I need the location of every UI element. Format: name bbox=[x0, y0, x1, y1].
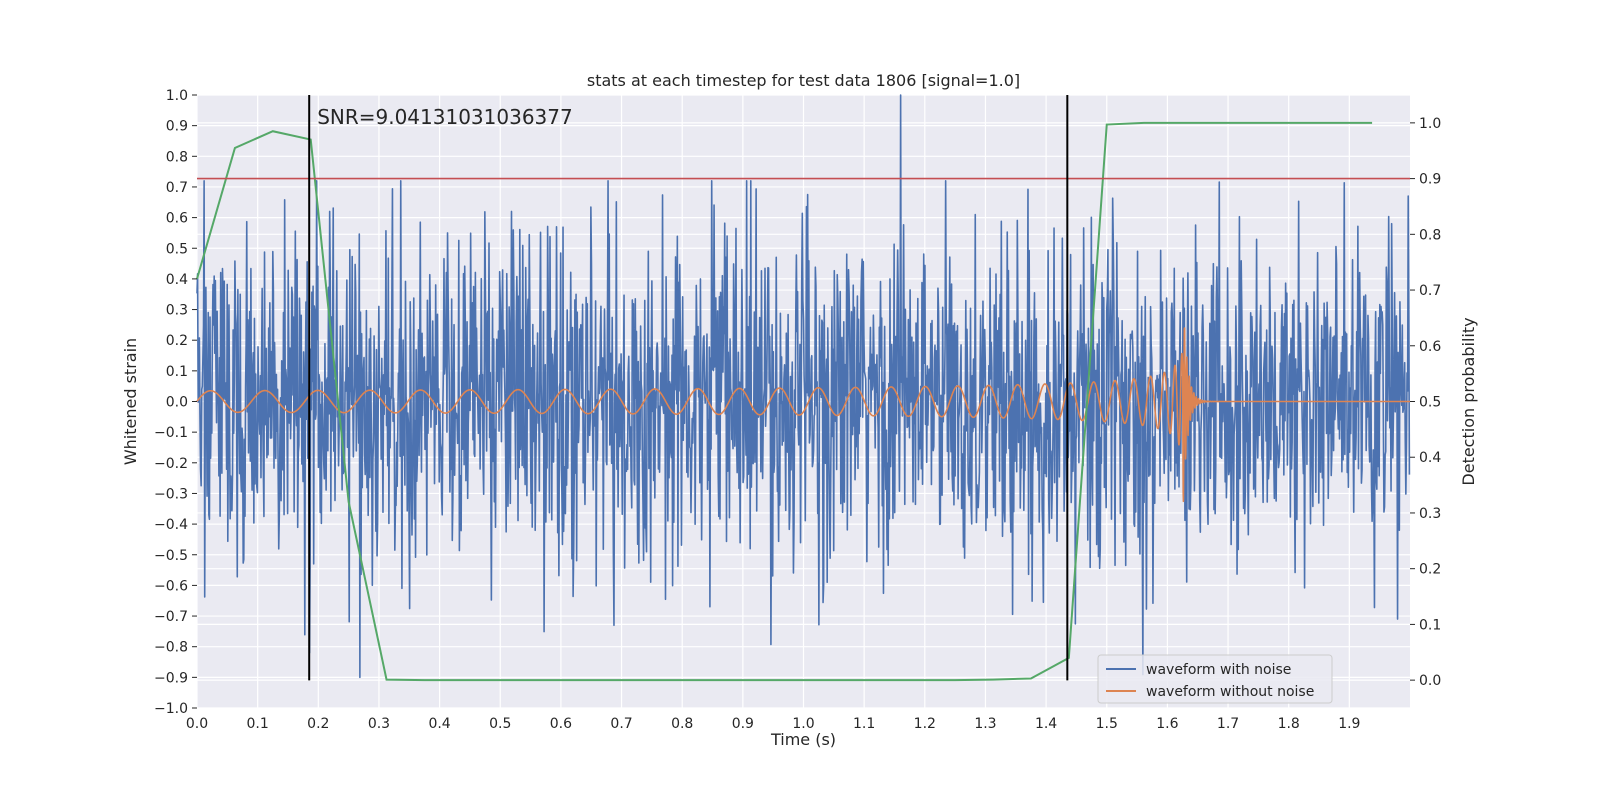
y-tick-label: −0.8 bbox=[154, 640, 188, 656]
x-tick-label: 0.6 bbox=[550, 716, 572, 732]
y2-tick-label: 0.7 bbox=[1419, 283, 1441, 299]
detection-probability-line bbox=[196, 121, 1373, 682]
y-tick-label: 0.8 bbox=[166, 149, 188, 165]
x-tick-label: 0.8 bbox=[671, 716, 693, 732]
y-tick-label: −1.0 bbox=[154, 701, 188, 717]
legend: waveform with noise waveform without noi… bbox=[1097, 654, 1333, 704]
clean-waveform-series bbox=[196, 327, 1411, 503]
y-tick-label: 0.1 bbox=[166, 364, 188, 380]
x-tick-label: 1.4 bbox=[1035, 716, 1057, 732]
y2-axis-ticks: 1.0 0.9 0.8 0.7 0.6 0.5 0.4 0.3 0.2 0.1 0.0 bbox=[1410, 116, 1441, 689]
chart-title: stats at each timestep for test data 180… bbox=[587, 71, 1020, 90]
x-tick-label: 0.4 bbox=[428, 716, 450, 732]
y-tick-label: 0.7 bbox=[166, 180, 188, 196]
y-tick-label: −0.6 bbox=[154, 578, 188, 594]
noisy-waveform-line bbox=[196, 94, 1411, 679]
detection-probability-series bbox=[196, 121, 1410, 682]
y2-tick-label: 0.6 bbox=[1419, 339, 1441, 355]
y-axis-ticks: 1.0 0.9 0.8 0.7 0.6 0.5 0.4 0.3 0.2 0.1 0.0 −0.1 −0.… bbox=[154, 88, 197, 717]
y2-tick-label: 0.0 bbox=[1419, 673, 1441, 689]
x-tick-label: 1.0 bbox=[792, 716, 814, 732]
x-tick-label: 1.7 bbox=[1217, 716, 1239, 732]
x-tick-label: 1.6 bbox=[1156, 716, 1178, 732]
y2-tick-label: 0.2 bbox=[1419, 562, 1441, 578]
y-tick-label: 0.9 bbox=[166, 119, 188, 135]
x-tick-label: 1.1 bbox=[853, 716, 875, 732]
y2-tick-label: 0.4 bbox=[1419, 450, 1441, 466]
y-tick-label: −0.1 bbox=[154, 425, 188, 441]
x-tick-label: 0.3 bbox=[368, 716, 390, 732]
y-tick-label: 0.4 bbox=[166, 272, 188, 288]
y-axis-label: Whitened strain bbox=[121, 338, 140, 465]
y-tick-label: 0.2 bbox=[166, 333, 188, 349]
x-tick-label: 1.3 bbox=[974, 716, 996, 732]
noisy-waveform-series bbox=[196, 94, 1411, 679]
y-tick-label: −0.2 bbox=[154, 456, 188, 472]
y2-tick-label: 0.8 bbox=[1419, 227, 1441, 243]
y-tick-label: 0.3 bbox=[166, 303, 188, 319]
y2-tick-label: 1.0 bbox=[1419, 116, 1441, 132]
y-tick-label: −0.9 bbox=[154, 670, 188, 686]
y-tick-label: −0.7 bbox=[154, 609, 188, 625]
y2-axis-label: Detection probability bbox=[1459, 317, 1478, 485]
x-tick-label: 0.5 bbox=[489, 716, 511, 732]
y2-tick-label: 0.1 bbox=[1419, 617, 1441, 633]
y-tick-label: −0.4 bbox=[154, 517, 188, 533]
clean-waveform-line bbox=[196, 327, 1411, 503]
x-tick-label: 1.2 bbox=[914, 716, 936, 732]
x-tick-label: 1.9 bbox=[1338, 716, 1360, 732]
x-tick-label: 1.8 bbox=[1278, 716, 1300, 732]
legend-box bbox=[1097, 654, 1333, 704]
x-tick-label: 0.1 bbox=[247, 716, 269, 732]
snr-annotation: SNR=9.04131031036377 bbox=[317, 105, 573, 129]
y-tick-label: 0.0 bbox=[166, 395, 188, 411]
x-axis-ticks: 0.0 0.1 0.2 0.3 0.4 0.5 0.6 0.7 0.8 0.9 1.0 1.1 1.2 1… bbox=[186, 716, 1361, 732]
y2-tick-label: 0.3 bbox=[1419, 506, 1441, 522]
x-tick-label: 0.7 bbox=[610, 716, 632, 732]
x-axis-label: Time (s) bbox=[770, 730, 836, 749]
y-tick-label: 0.5 bbox=[166, 241, 188, 257]
y2-tick-label: 0.5 bbox=[1419, 395, 1441, 411]
x-tick-label: 1.5 bbox=[1096, 716, 1118, 732]
y2-tick-label: 0.9 bbox=[1419, 172, 1441, 188]
y-tick-label: −0.3 bbox=[154, 486, 188, 502]
legend-label-clean: waveform without noise bbox=[1146, 684, 1314, 700]
legend-label-noisy: waveform with noise bbox=[1146, 662, 1291, 678]
x-tick-label: 0.0 bbox=[186, 716, 208, 732]
y-tick-label: −0.5 bbox=[154, 548, 188, 564]
marker-lines bbox=[308, 95, 1069, 681]
y-tick-label: 1.0 bbox=[166, 88, 188, 104]
x-tick-label: 0.9 bbox=[732, 716, 754, 732]
y-tick-label: 0.6 bbox=[166, 211, 188, 227]
x-tick-label: 0.2 bbox=[307, 716, 329, 732]
